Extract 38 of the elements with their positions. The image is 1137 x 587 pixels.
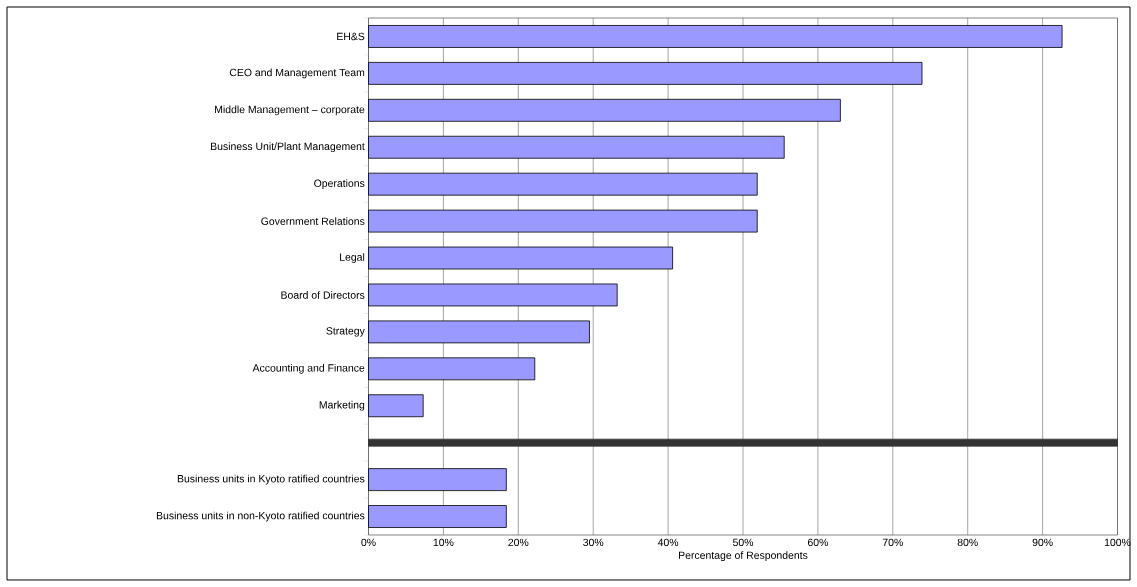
- y-tick-label: Board of Directors: [281, 291, 365, 299]
- bar: [368, 61, 923, 85]
- x-tick-label: 30%: [583, 538, 604, 547]
- bar: [368, 98, 841, 122]
- y-tick-label: Business units in Kyoto ratified countries: [177, 474, 365, 485]
- bar: [368, 246, 674, 270]
- x-tick-label: 10%: [433, 538, 454, 547]
- y-tick-label: Accounting and Finance: [252, 363, 365, 374]
- x-tick-label: 70%: [882, 538, 903, 547]
- y-tick-label: EH&S: [337, 32, 365, 41]
- y-tick-label: Government Relations: [261, 217, 365, 225]
- x-tick-label: 100%: [1104, 538, 1131, 547]
- bar: [368, 468, 507, 491]
- bar: [368, 209, 758, 233]
- bar: [368, 25, 1063, 48]
- y-tick-label: Legal: [340, 253, 365, 263]
- bar: [368, 172, 758, 196]
- bar: [368, 135, 785, 159]
- x-tick-label: 0%: [361, 538, 376, 547]
- bar: [368, 357, 536, 381]
- y-tick-label: Operations: [314, 179, 365, 190]
- y-tick-label: Business units in non-Kyoto ratified countries: [156, 511, 365, 522]
- bar: [368, 394, 424, 418]
- y-tick-label: Marketing: [319, 400, 365, 411]
- bar: [368, 505, 507, 528]
- bar: [368, 320, 590, 344]
- x-tick-label: 40%: [657, 538, 679, 547]
- x-tick-label: 50%: [732, 538, 754, 547]
- y-tick-label: CEO and Management Team: [229, 68, 365, 79]
- bar: [368, 283, 618, 307]
- x-tick-label: 20%: [508, 538, 529, 547]
- y-tick-label: Strategy: [326, 327, 365, 337]
- y-tick-label: Middle Management – corporate: [215, 105, 365, 116]
- y-tick-label: Business Unit/Plant Management: [211, 142, 365, 153]
- x-tick-label: 90%: [1032, 538, 1053, 547]
- x-tick-label: 60%: [807, 538, 828, 547]
- x-tick-label: 80%: [957, 538, 978, 547]
- x-axis-title: Percentage of Respondents: [679, 551, 808, 562]
